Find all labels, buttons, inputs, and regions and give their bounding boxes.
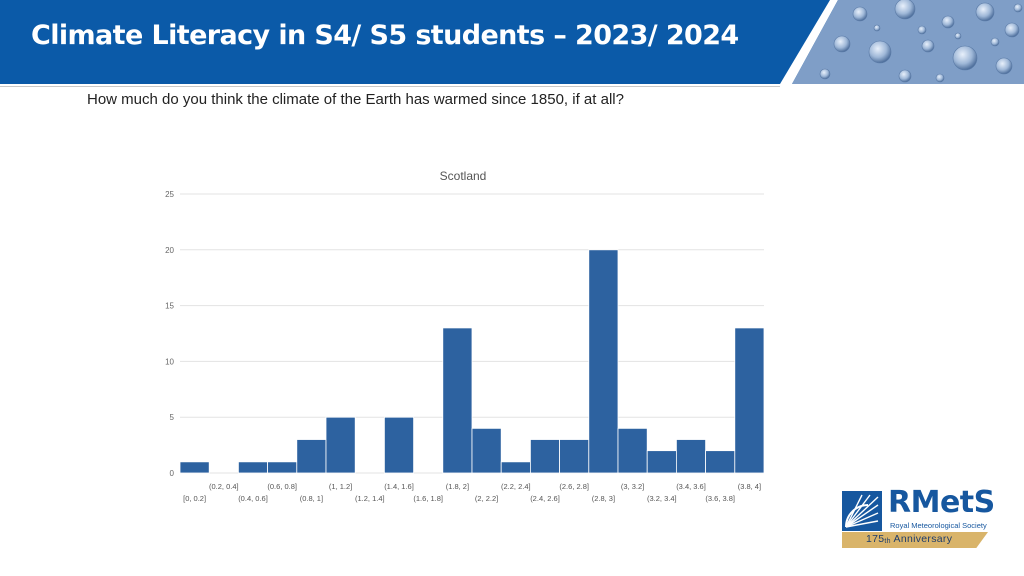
- x-tick-label: (3.6, 3.8]: [705, 494, 735, 503]
- x-tick-label: (2.8, 3]: [592, 494, 615, 503]
- x-tick-label: (2.2, 2.4]: [501, 482, 531, 491]
- slide-title: Climate Literacy in S4/ S5 students – 20…: [31, 20, 739, 51]
- histogram-bar: [238, 461, 269, 474]
- histogram-bar: [296, 439, 327, 474]
- x-tick-label: (2.6, 2.8]: [559, 482, 589, 491]
- histogram-bar: [617, 427, 648, 474]
- x-tick-label: (3, 3.2]: [621, 482, 644, 491]
- x-tick-label: (3.2, 3.4]: [647, 494, 677, 503]
- y-tick-label: 20: [165, 246, 174, 255]
- survey-question: How much do you think the climate of the…: [87, 91, 624, 108]
- logo-society-name: Royal Meteorological Society: [890, 521, 987, 530]
- x-tick-label: [0, 0.2]: [183, 494, 206, 503]
- x-tick-label: (3.8, 4]: [738, 482, 761, 491]
- x-tick-label: (3.4, 3.6]: [676, 482, 706, 491]
- header-divider: [0, 86, 780, 87]
- rmets-logo: RMetS Royal Meteorological Society 175th…: [842, 485, 995, 549]
- x-tick-label: (1.4, 1.6]: [384, 482, 414, 491]
- histogram-bar: [471, 427, 502, 474]
- x-tick-label: (1.2, 1.4]: [355, 494, 385, 503]
- x-tick-label: (0.6, 0.8]: [267, 482, 297, 491]
- histogram-chart: Scotland 0 5 10 15 20 25 [0, 0.2](0.2, 0.4] (0…: [165, 169, 765, 503]
- histogram-bar: [442, 327, 473, 474]
- x-tick-label: (0.2, 0.4]: [209, 482, 239, 491]
- histogram-bar: [734, 327, 765, 474]
- histogram-bar: [588, 249, 619, 474]
- logo-wordmark: RMetS: [888, 485, 995, 520]
- x-tick-label: (1, 1.2]: [329, 482, 352, 491]
- histogram-bar: [267, 461, 298, 474]
- histogram-bar: [705, 450, 736, 474]
- anniversary-band: [842, 532, 988, 548]
- y-tick-label: 10: [165, 357, 174, 366]
- y-tick-label: 25: [165, 190, 174, 199]
- histogram-bar: [646, 450, 677, 474]
- histogram-bar: [559, 439, 590, 474]
- x-tick-label: (2.4, 2.6]: [530, 494, 560, 503]
- x-tick-label: (1.8, 2]: [446, 482, 469, 491]
- x-tick-label: (2, 2.2]: [475, 494, 498, 503]
- y-tick-label: 15: [165, 302, 174, 311]
- histogram-bar: [500, 461, 531, 474]
- x-tick-label: (0.4, 0.6]: [238, 494, 268, 503]
- header-bar: Climate Literacy in S4/ S5 students – 20…: [0, 0, 1024, 84]
- x-tick-label: (1.6, 1.8]: [413, 494, 443, 503]
- histogram-bar: [529, 439, 560, 474]
- anniversary-label: 175th Anniversary: [866, 533, 953, 545]
- water-droplets-image: [780, 0, 1024, 84]
- x-tick-label: (0.8, 1]: [300, 494, 323, 503]
- histogram-bar: [325, 416, 356, 474]
- histogram-bar: [179, 461, 210, 474]
- y-tick-label: 0: [170, 469, 175, 478]
- histogram-bar: [383, 416, 414, 474]
- globe-sunburst-icon: [842, 491, 882, 531]
- histogram-bar: [676, 439, 707, 474]
- y-tick-label: 5: [170, 413, 175, 422]
- chart-title: Scotland: [440, 169, 487, 183]
